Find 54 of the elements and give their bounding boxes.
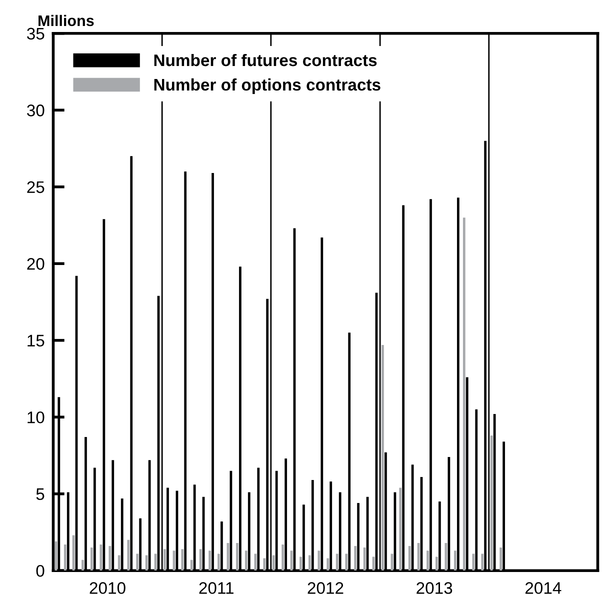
- legend-label: Number of futures contracts: [154, 54, 377, 66]
- x-tick-label: 2010: [90, 582, 126, 594]
- bar: [490, 436, 493, 571]
- x-tick-label: 2014: [525, 582, 562, 594]
- bar: [436, 556, 438, 571]
- bar: [64, 544, 66, 571]
- bar: [218, 554, 220, 571]
- bar: [282, 544, 284, 571]
- bar: [472, 554, 475, 571]
- bar: [254, 554, 257, 571]
- bar: [263, 558, 266, 571]
- y-tick-label: 20: [27, 258, 44, 270]
- bar: [399, 488, 402, 571]
- bar: [236, 542, 238, 571]
- bar: [481, 554, 484, 571]
- bar: [354, 546, 356, 571]
- bar: [136, 554, 139, 571]
- bar: [272, 555, 275, 571]
- bar: [164, 549, 166, 571]
- bar: [462, 218, 466, 571]
- y-tick-label: 0: [36, 564, 44, 577]
- y-tick-label: 5: [36, 488, 44, 500]
- bar: [82, 560, 84, 571]
- legend-label: Number of options contracts: [154, 78, 380, 94]
- bar: [454, 550, 456, 571]
- bar: [208, 550, 211, 571]
- bar: [127, 540, 130, 571]
- bar: [190, 560, 193, 571]
- x-tick-label: 2012: [308, 582, 344, 594]
- bar: [90, 548, 93, 571]
- y-tick-label: 15: [28, 334, 44, 347]
- x-tick-label: 2013: [416, 582, 452, 594]
- bar: [118, 555, 120, 571]
- bar: [326, 558, 330, 571]
- y-tick-label: 10: [28, 411, 44, 424]
- y-tick-label: 35: [27, 28, 44, 40]
- y-tick-label: 30: [27, 104, 44, 116]
- bar: [426, 550, 429, 571]
- bar: [54, 541, 58, 571]
- y-axis-title: Millions: [38, 14, 94, 26]
- bar: [244, 550, 248, 571]
- bar: [408, 546, 411, 571]
- bar: [181, 549, 184, 571]
- bar: [382, 344, 384, 571]
- bar: [500, 548, 502, 571]
- bar: [308, 555, 311, 571]
- bar: [336, 554, 338, 571]
- bar: [145, 555, 148, 571]
- y-tick-label: 25: [27, 181, 44, 194]
- bar: [345, 554, 348, 571]
- bar: [108, 546, 112, 571]
- bar: [300, 556, 302, 571]
- x-tick-label: 2011: [199, 582, 234, 594]
- bar: [318, 550, 320, 571]
